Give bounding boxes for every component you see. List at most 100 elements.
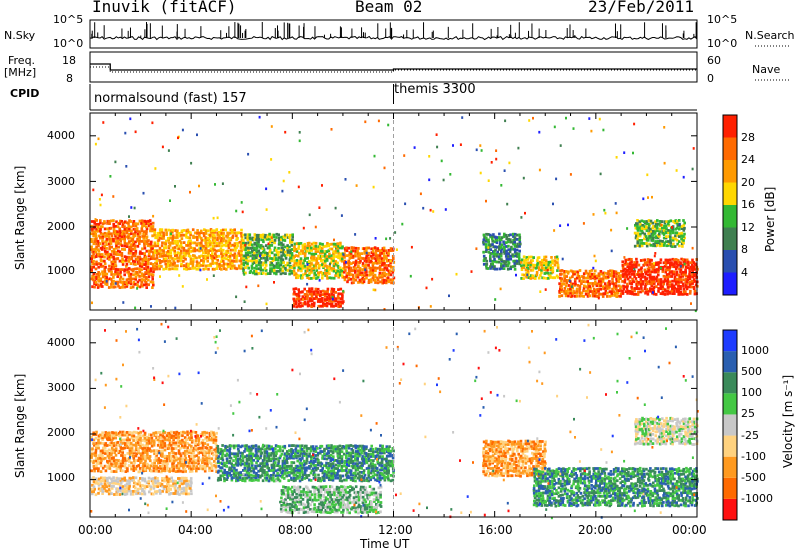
power-cell bbox=[182, 249, 186, 252]
power-cell bbox=[673, 262, 676, 266]
power-cell bbox=[107, 252, 111, 256]
power-noise-cell bbox=[372, 288, 375, 292]
power-cell bbox=[120, 285, 124, 289]
power-cell bbox=[682, 270, 685, 274]
power-cell bbox=[220, 233, 223, 237]
velocity-cell bbox=[250, 466, 254, 470]
power-noise-cell bbox=[92, 188, 95, 192]
power-cell bbox=[297, 304, 300, 308]
velocity-cell bbox=[161, 449, 164, 453]
power-cell bbox=[119, 270, 122, 274]
power-cell bbox=[295, 259, 299, 262]
power-cell bbox=[645, 220, 649, 223]
power-cell bbox=[604, 284, 608, 288]
velocity-cell bbox=[239, 473, 242, 477]
velocity-cell bbox=[110, 453, 113, 457]
power-cell bbox=[280, 241, 283, 245]
power-cell bbox=[666, 240, 670, 243]
power-cell bbox=[615, 289, 619, 292]
power-cell bbox=[114, 264, 118, 268]
power-cell bbox=[525, 264, 528, 267]
power-cell bbox=[174, 241, 177, 245]
power-cell bbox=[202, 255, 205, 258]
power-cell bbox=[106, 257, 110, 260]
power-cell bbox=[375, 249, 378, 252]
power-cell bbox=[112, 262, 115, 265]
power-cell bbox=[214, 252, 217, 256]
power-cell bbox=[162, 249, 165, 253]
power-cell bbox=[134, 277, 137, 281]
power-cell bbox=[315, 277, 318, 280]
power-cell bbox=[332, 269, 336, 273]
power-cell bbox=[636, 237, 639, 241]
velocity-cell bbox=[150, 441, 153, 445]
power-cell bbox=[578, 287, 582, 290]
power-cell bbox=[634, 277, 638, 280]
power-noise-cell bbox=[99, 203, 102, 207]
velocity-cell bbox=[125, 444, 129, 448]
power-cell bbox=[573, 291, 577, 295]
power-cell bbox=[169, 264, 172, 267]
power-cell bbox=[292, 264, 295, 268]
power-cell bbox=[185, 231, 188, 235]
velocity-cell bbox=[161, 484, 164, 488]
power-cell bbox=[633, 244, 637, 248]
power-cell bbox=[332, 299, 335, 303]
velocity-cell bbox=[265, 450, 269, 454]
power-noise-cell bbox=[163, 242, 166, 245]
power-cell bbox=[671, 225, 675, 228]
power-cell bbox=[578, 269, 582, 272]
power-cell bbox=[151, 227, 154, 230]
power-cell bbox=[176, 242, 180, 245]
power-cell bbox=[344, 248, 347, 252]
power-cell bbox=[101, 233, 105, 236]
power-cell bbox=[485, 262, 489, 266]
power-cell bbox=[367, 263, 370, 267]
velocity-cell bbox=[163, 485, 166, 488]
power-cell bbox=[621, 292, 625, 295]
velocity-cell bbox=[115, 467, 119, 470]
power-cell bbox=[332, 244, 336, 248]
power-cell bbox=[635, 273, 638, 276]
power-cell bbox=[693, 273, 696, 276]
power-cell bbox=[91, 262, 94, 266]
power-cell bbox=[127, 234, 130, 238]
power-cell bbox=[580, 282, 583, 285]
power-cell bbox=[317, 298, 321, 301]
power-cell bbox=[110, 277, 113, 281]
power-cell bbox=[189, 262, 193, 265]
velocity-cell bbox=[228, 454, 232, 458]
power-cell bbox=[139, 257, 142, 261]
power-cell bbox=[151, 257, 154, 260]
power-cell bbox=[116, 268, 120, 271]
power-cell bbox=[95, 219, 98, 222]
power-cell bbox=[262, 248, 266, 252]
velocity-cell bbox=[184, 470, 187, 473]
velocity-cell bbox=[272, 464, 276, 468]
power-cell bbox=[637, 287, 640, 291]
power-cell bbox=[101, 234, 105, 238]
power-cell bbox=[92, 234, 95, 238]
velocity-cell bbox=[97, 459, 100, 463]
velocity-cell bbox=[119, 430, 122, 434]
power-cell bbox=[372, 261, 375, 265]
power-cell bbox=[518, 257, 521, 261]
power-cell bbox=[664, 275, 667, 279]
power-cell bbox=[147, 221, 150, 225]
power-cell bbox=[297, 268, 300, 272]
power-cell bbox=[643, 287, 647, 290]
velocity-cell bbox=[101, 451, 105, 455]
power-cell bbox=[647, 266, 651, 270]
power-cell bbox=[189, 257, 193, 261]
power-cell bbox=[209, 235, 212, 239]
power-cell bbox=[140, 219, 144, 223]
power-cell bbox=[101, 242, 105, 245]
power-cell bbox=[539, 274, 542, 277]
power-noise-cell bbox=[364, 120, 367, 124]
power-cell bbox=[689, 282, 692, 286]
velocity-cell bbox=[160, 443, 163, 447]
velocity-cell bbox=[157, 458, 161, 462]
power-cell bbox=[105, 276, 108, 279]
velocity-cell bbox=[190, 467, 193, 471]
velocity-cell bbox=[241, 451, 244, 455]
